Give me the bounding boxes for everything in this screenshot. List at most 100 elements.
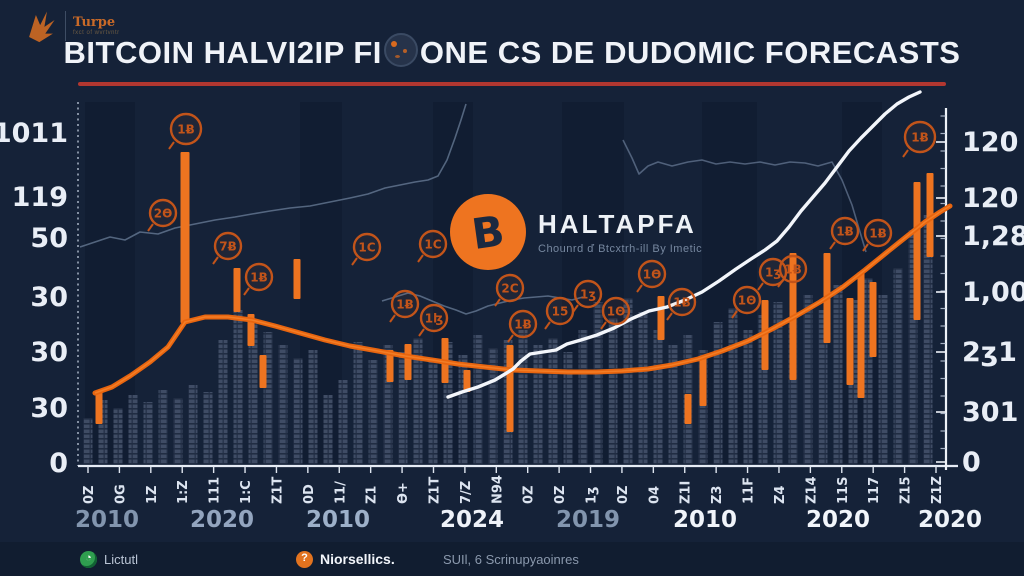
brand-divider <box>65 11 66 41</box>
orange-bar <box>657 296 665 340</box>
watermark: B HALTAPFA Chounrd ď Btcxtrh-ill By Imet… <box>450 194 702 270</box>
annotation-badge: 1Ƀ <box>389 289 420 323</box>
badge-circle <box>244 262 274 292</box>
badge-glyph: 1ɮ <box>425 312 443 326</box>
gray-bar <box>728 308 738 464</box>
x-axis-ticks: 0Z 0G 1Z 1:Z 111 1:C Z1T 0D 11/Z1 Ѳ+ Z1T 7/Z N94 0Z 0Z… <box>82 466 945 504</box>
gray-bar <box>773 302 783 464</box>
footer-bar: ◔ Lictutl ? Niorsellics. SUIl, 6 Scrinup… <box>0 542 1024 576</box>
gray-bar <box>863 278 873 464</box>
year-label: 2020 <box>918 507 982 533</box>
orange-bar <box>404 344 412 380</box>
badge-tail <box>600 321 607 330</box>
badge-circle <box>352 232 382 262</box>
annotation-badge: 15 <box>544 296 575 330</box>
gray-bar <box>698 350 708 464</box>
annotation-badge: 1C <box>351 232 382 266</box>
footer-item-3: SUIl, 6 Scrinupyaoinres <box>443 552 579 567</box>
gray-bar <box>458 355 468 464</box>
badge-circle <box>508 309 538 339</box>
gray-bar <box>98 400 108 464</box>
badge-tail <box>243 287 250 296</box>
badge-glyph: 1Ƀ <box>836 225 854 239</box>
x-tick-label: 0D <box>302 484 317 504</box>
gray-bar <box>278 345 288 464</box>
badge-tail <box>351 257 358 266</box>
orange-bar <box>699 357 707 406</box>
gray-bar <box>578 330 588 464</box>
badge-circle <box>637 259 667 289</box>
gray-bar <box>218 340 228 464</box>
annotation-badge: 1Ƀ <box>243 262 274 296</box>
footer-label-2: Niorsellics. <box>320 551 395 567</box>
orange-bar <box>869 282 877 357</box>
x-tick-label: Z1I <box>679 481 694 504</box>
faint-trend-line <box>622 139 867 253</box>
gray-bar <box>203 392 213 464</box>
orange-bar <box>926 173 934 257</box>
badge-glyph: 1Θ <box>738 294 757 308</box>
coin-icon <box>383 33 418 67</box>
badge-glyph: 1Ƀ <box>514 318 532 332</box>
left-axis-label: 30 <box>30 282 68 313</box>
left-axis-label: 30 <box>30 393 68 424</box>
badge-tail <box>507 334 514 343</box>
footer-label-1: Lictutl <box>104 551 138 567</box>
brand-logo: Turpe fxct of wvrtvntr <box>24 7 120 45</box>
annotation-badge: 1Ƀ <box>777 254 808 288</box>
footer-item-2: ? Niorsellics. <box>296 550 395 568</box>
gray-bar <box>488 348 498 464</box>
orange-bar <box>506 345 514 432</box>
x-tick-label: Z1T <box>427 477 442 504</box>
x-tick-label: 7/Z <box>459 481 474 504</box>
annotation-badge: 2Ѳ <box>147 198 178 232</box>
orange-badge-icon: ? <box>296 550 313 568</box>
x-tick-label: 0Z <box>553 486 568 504</box>
gray-volume-bars <box>83 215 933 464</box>
badge-circle <box>419 303 449 333</box>
badge-glyph: 1C <box>358 241 375 255</box>
badge-circle <box>601 296 631 326</box>
gray-bar <box>173 398 183 464</box>
badge-glyph: 1Θ <box>607 305 626 319</box>
x-tick-label: 0G <box>113 484 128 504</box>
annotation-badge: 1Ƀ <box>862 218 893 252</box>
annotation-badge: 7Ƀ <box>212 231 243 265</box>
gray-bar <box>263 332 273 464</box>
badge-glyph: 1Ƀ <box>784 263 802 277</box>
year-label: 2020 <box>806 507 870 533</box>
x-tick-label: 04 <box>647 486 662 504</box>
badge-glyph: 2C <box>501 282 518 296</box>
orange-bar <box>684 394 692 424</box>
badge-glyph: 2Ѳ <box>154 207 173 221</box>
gray-bar <box>518 330 528 464</box>
badge-circle <box>148 198 178 228</box>
gray-bar <box>818 310 828 464</box>
badge-tail <box>666 312 673 321</box>
x-tick-label: Z4 <box>773 486 788 504</box>
right-axis-label: 120 <box>962 127 1018 158</box>
badge-glyph: 1Ƀ <box>396 298 414 312</box>
gray-bar <box>428 360 438 464</box>
faint-trend-line <box>79 103 467 248</box>
annotation-badge: 1Ѳ <box>636 259 667 293</box>
badge-tail <box>757 282 764 291</box>
badge-tail <box>572 304 579 313</box>
badge-tail <box>417 254 424 263</box>
badge-circle <box>778 254 808 284</box>
x-tick-label: 1ʒ <box>585 487 600 504</box>
gray-bar <box>248 320 258 464</box>
badge-circle <box>213 231 243 261</box>
x-tick-label: 0Z <box>616 486 631 504</box>
gray-bar <box>113 408 123 464</box>
badge-circle <box>830 216 860 246</box>
bird-icon <box>29 11 55 43</box>
gray-bar <box>878 295 888 464</box>
gray-bar <box>143 402 153 464</box>
badge-glyph: 7Ƀ <box>219 240 237 254</box>
gray-bar <box>893 268 903 464</box>
left-axis-label: 119 <box>12 182 68 213</box>
badge-glyph: 1Ƀ <box>177 123 195 137</box>
